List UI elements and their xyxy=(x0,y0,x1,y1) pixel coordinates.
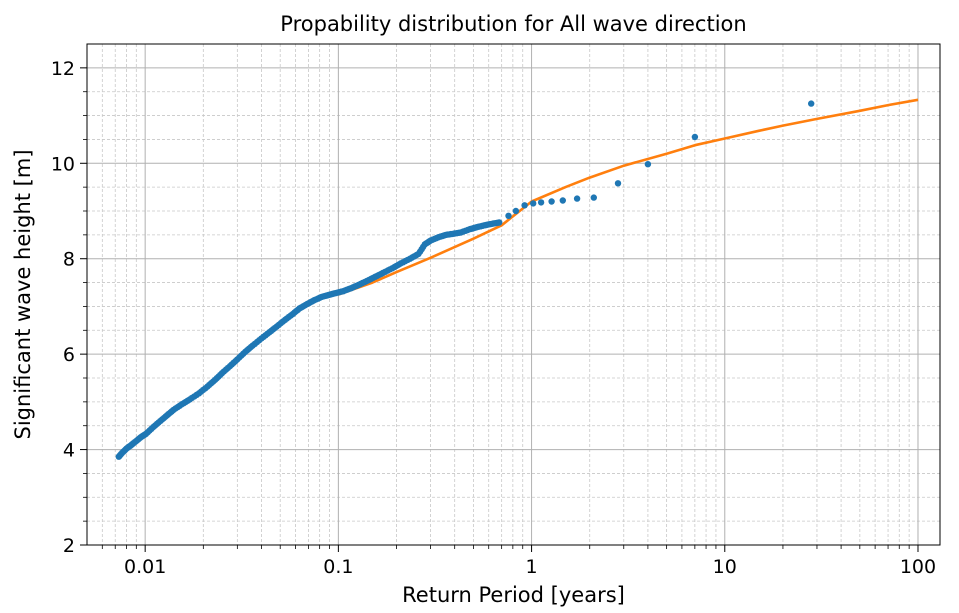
data-point xyxy=(614,180,622,187)
data-point xyxy=(496,219,503,226)
plot-frame xyxy=(86,43,941,546)
x-axis-ticks: 0.01 0.1 1 10 100 xyxy=(101,545,936,578)
data-point xyxy=(505,212,512,219)
chart-title: Propability distribution for All wave di… xyxy=(280,12,746,36)
data-point xyxy=(512,207,520,215)
data-point xyxy=(590,194,597,201)
x-tick-label: 1 xyxy=(526,556,538,578)
data-point xyxy=(537,199,545,206)
x-axis-label: Return Period [years] xyxy=(402,583,625,607)
minor-grid xyxy=(87,44,940,545)
data-point xyxy=(808,100,815,107)
data-point xyxy=(521,202,528,209)
data-point xyxy=(644,161,652,168)
data-point xyxy=(559,197,566,204)
y-tick-label: 4 xyxy=(63,440,75,462)
series-layer xyxy=(115,98,919,460)
data-point xyxy=(573,195,581,202)
y-tick-label: 6 xyxy=(63,344,75,366)
data-point xyxy=(548,198,555,205)
data-point xyxy=(530,200,537,207)
y-tick-label: 2 xyxy=(63,535,75,557)
x-tick-label: 100 xyxy=(900,556,936,578)
x-tick-label: 10 xyxy=(713,556,737,578)
y-tick-label: 8 xyxy=(63,249,75,271)
y-axis-ticks: 2 4 6 8 10 12 xyxy=(51,58,87,557)
x-tick-label: 0.1 xyxy=(323,556,353,578)
fit-curve xyxy=(337,98,919,296)
x-tick-label: 0.01 xyxy=(124,556,166,578)
y-tick-label: 10 xyxy=(51,153,75,175)
data-point xyxy=(691,133,699,141)
y-axis-label: Significant wave height [m] xyxy=(11,149,35,439)
y-tick-label: 12 xyxy=(51,58,75,80)
